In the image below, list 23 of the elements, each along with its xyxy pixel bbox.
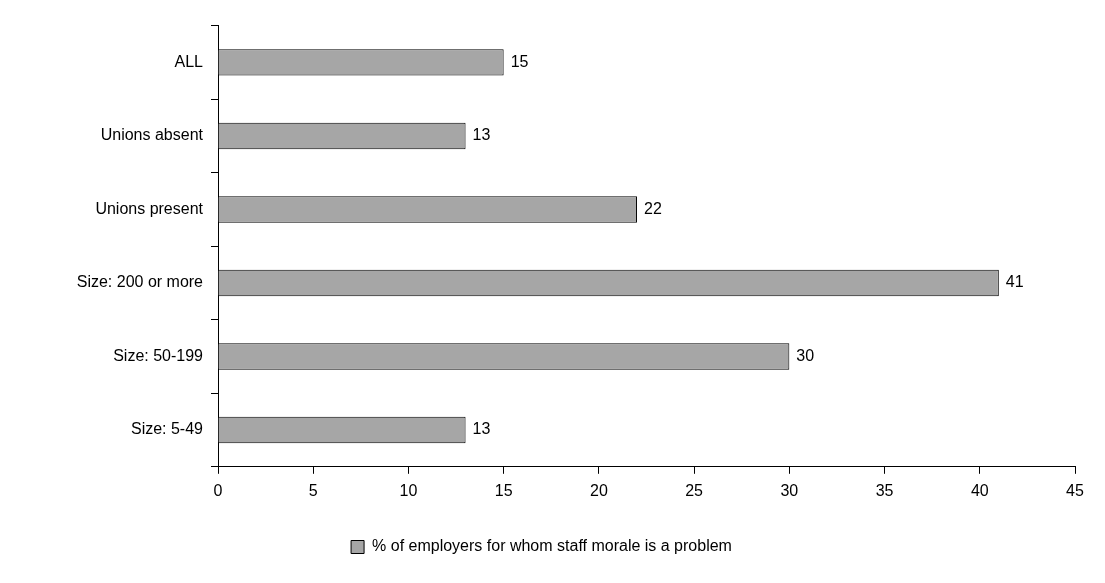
- data-label: 15: [510, 52, 529, 70]
- x-tick-label: 5: [308, 481, 318, 499]
- y-tick-label: Unions present: [95, 199, 204, 217]
- x-tick-label: 10: [399, 481, 418, 499]
- x-tick-label: 40: [970, 481, 989, 499]
- y-tick-label: Size: 200 or more: [76, 273, 204, 291]
- data-label: 30: [796, 346, 815, 364]
- data-label: 22: [643, 199, 662, 217]
- x-tick-label: 35: [875, 481, 894, 499]
- y-tick-label: ALL: [174, 52, 204, 70]
- x-tick-label: 15: [494, 481, 513, 499]
- x-tick-label: 20: [589, 481, 608, 499]
- y-tick-label: Unions absent: [100, 126, 204, 144]
- y-tick-label: Size: 50-199: [113, 346, 204, 364]
- x-tick-label: 0: [213, 481, 223, 499]
- data-label: 13: [472, 126, 491, 144]
- x-tick-label: 45: [1066, 481, 1084, 499]
- y-tick-label: Size: 5-49: [130, 420, 204, 438]
- data-label: 41: [1005, 273, 1024, 291]
- data-label: 13: [472, 420, 491, 438]
- x-tick-label: 30: [780, 481, 799, 499]
- x-tick-label: 25: [685, 481, 704, 499]
- legend-label: % of employers for whom staff morale is a problem: [372, 537, 732, 555]
